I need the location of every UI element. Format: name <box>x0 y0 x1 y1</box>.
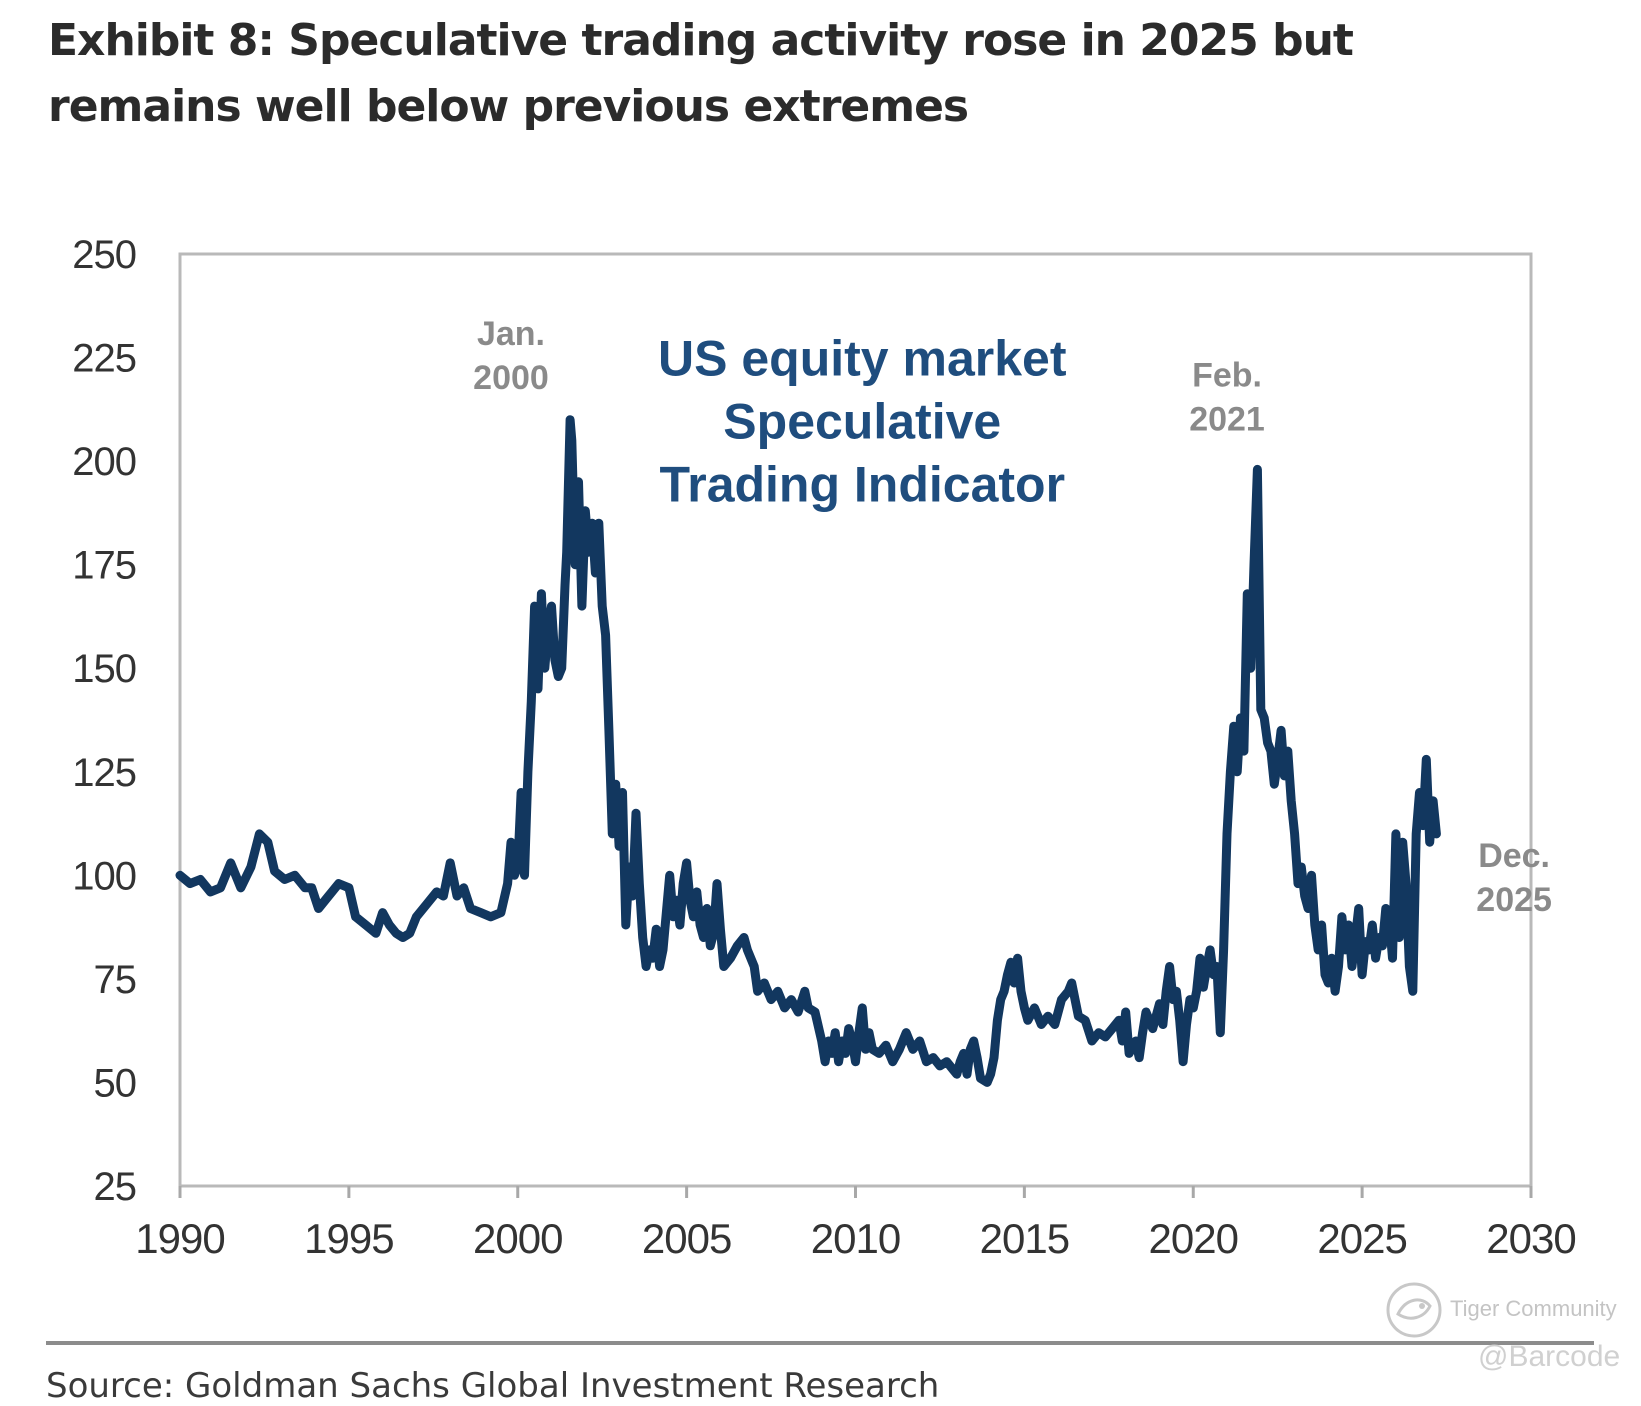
x-tick-label: 2030 <box>1486 1215 1575 1262</box>
series-line <box>175 415 1441 1087</box>
x-tick-label: 2015 <box>980 1215 1069 1262</box>
annotation-feb-2021: Feb. <box>1192 357 1262 395</box>
exhibit-title: Exhibit 8: Speculative trading activity … <box>48 8 1568 140</box>
watermark-handle: @Barcode <box>1478 1340 1621 1373</box>
x-tick-label: 1990 <box>135 1215 224 1262</box>
y-tick-label: 150 <box>72 647 136 691</box>
annotation-dec-2025: 2025 <box>1476 881 1552 919</box>
y-tick-label: 25 <box>94 1165 137 1209</box>
y-tick-label: 200 <box>72 440 136 484</box>
source-note: Source: Goldman Sachs Global Investment … <box>46 1366 940 1406</box>
annotation-feb-2021: 2021 <box>1189 401 1265 439</box>
title-line-2: remains well below previous extremes <box>48 81 969 132</box>
annotation-jan-2000: Jan. <box>477 315 545 353</box>
y-tick-label: 100 <box>72 854 136 898</box>
tiger-logo-icon <box>1386 1282 1442 1338</box>
y-tick-label: 50 <box>94 1061 137 1105</box>
y-tick-label: 225 <box>72 337 136 381</box>
footer-divider <box>46 1341 1594 1345</box>
title-line-1: Exhibit 8: Speculative trading activity … <box>48 15 1354 66</box>
watermark-name: Tiger Community <box>1450 1296 1617 1321</box>
x-tick-label: 1995 <box>304 1215 393 1262</box>
y-tick-label: 75 <box>94 958 137 1002</box>
y-tick-label: 125 <box>72 751 136 795</box>
watermark: Tiger Community @Barcode <box>1382 1278 1622 1388</box>
annotation-dec-2025: Dec. <box>1478 837 1550 875</box>
y-tick-label: 175 <box>72 544 136 588</box>
chart-title-line: US equity market <box>658 331 1067 387</box>
x-tick-label: 2010 <box>811 1215 900 1262</box>
x-tick-label: 2020 <box>1149 1215 1238 1262</box>
x-tick-label: 2025 <box>1317 1215 1406 1262</box>
y-tick-label: 250 <box>72 233 136 277</box>
x-tick-label: 2000 <box>473 1215 562 1262</box>
annotation-jan-2000: 2000 <box>473 359 549 397</box>
chart-title-line: Speculative <box>723 394 1001 450</box>
x-tick-label: 2005 <box>642 1215 731 1262</box>
chart-title-line: Trading Indicator <box>659 457 1065 513</box>
